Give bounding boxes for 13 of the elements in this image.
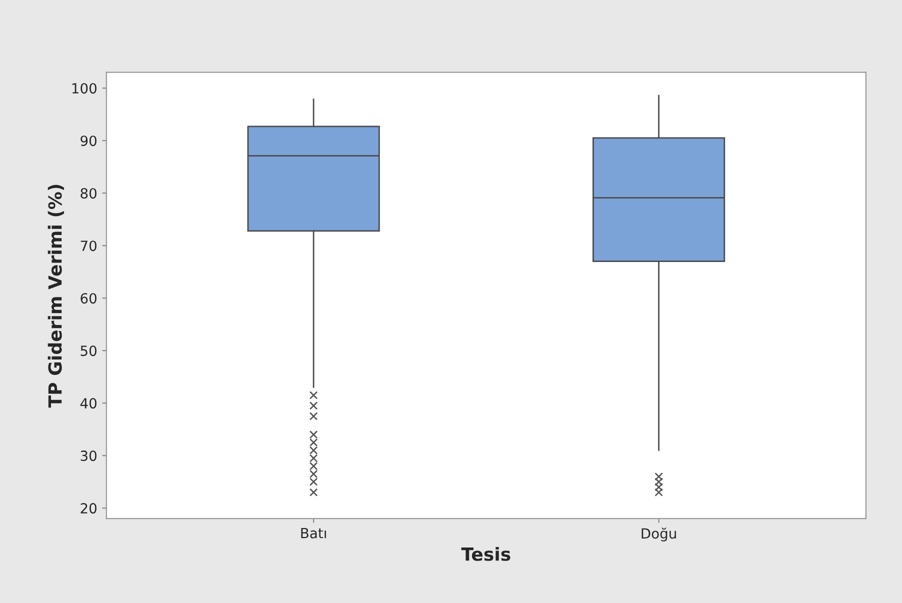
x-axis-title: Tesis xyxy=(461,546,510,561)
y-tick-label: 80 xyxy=(80,188,96,199)
x-tick-label: Batı xyxy=(301,528,326,538)
y-tick-label: 60 xyxy=(80,293,96,304)
y-tick-label: 70 xyxy=(80,240,96,252)
y-tick-label: 30 xyxy=(80,450,96,462)
x-tick-label: Doğu xyxy=(642,528,676,542)
y-axis-title: TP Giderim Verimi (%) xyxy=(48,184,64,408)
y-tick-label: 100 xyxy=(72,83,96,94)
y-tick-label: 50 xyxy=(80,346,96,356)
y-tick-label: 40 xyxy=(80,398,96,409)
y-tick-label: 90 xyxy=(80,136,96,146)
y-tick-label: 20 xyxy=(80,503,96,514)
